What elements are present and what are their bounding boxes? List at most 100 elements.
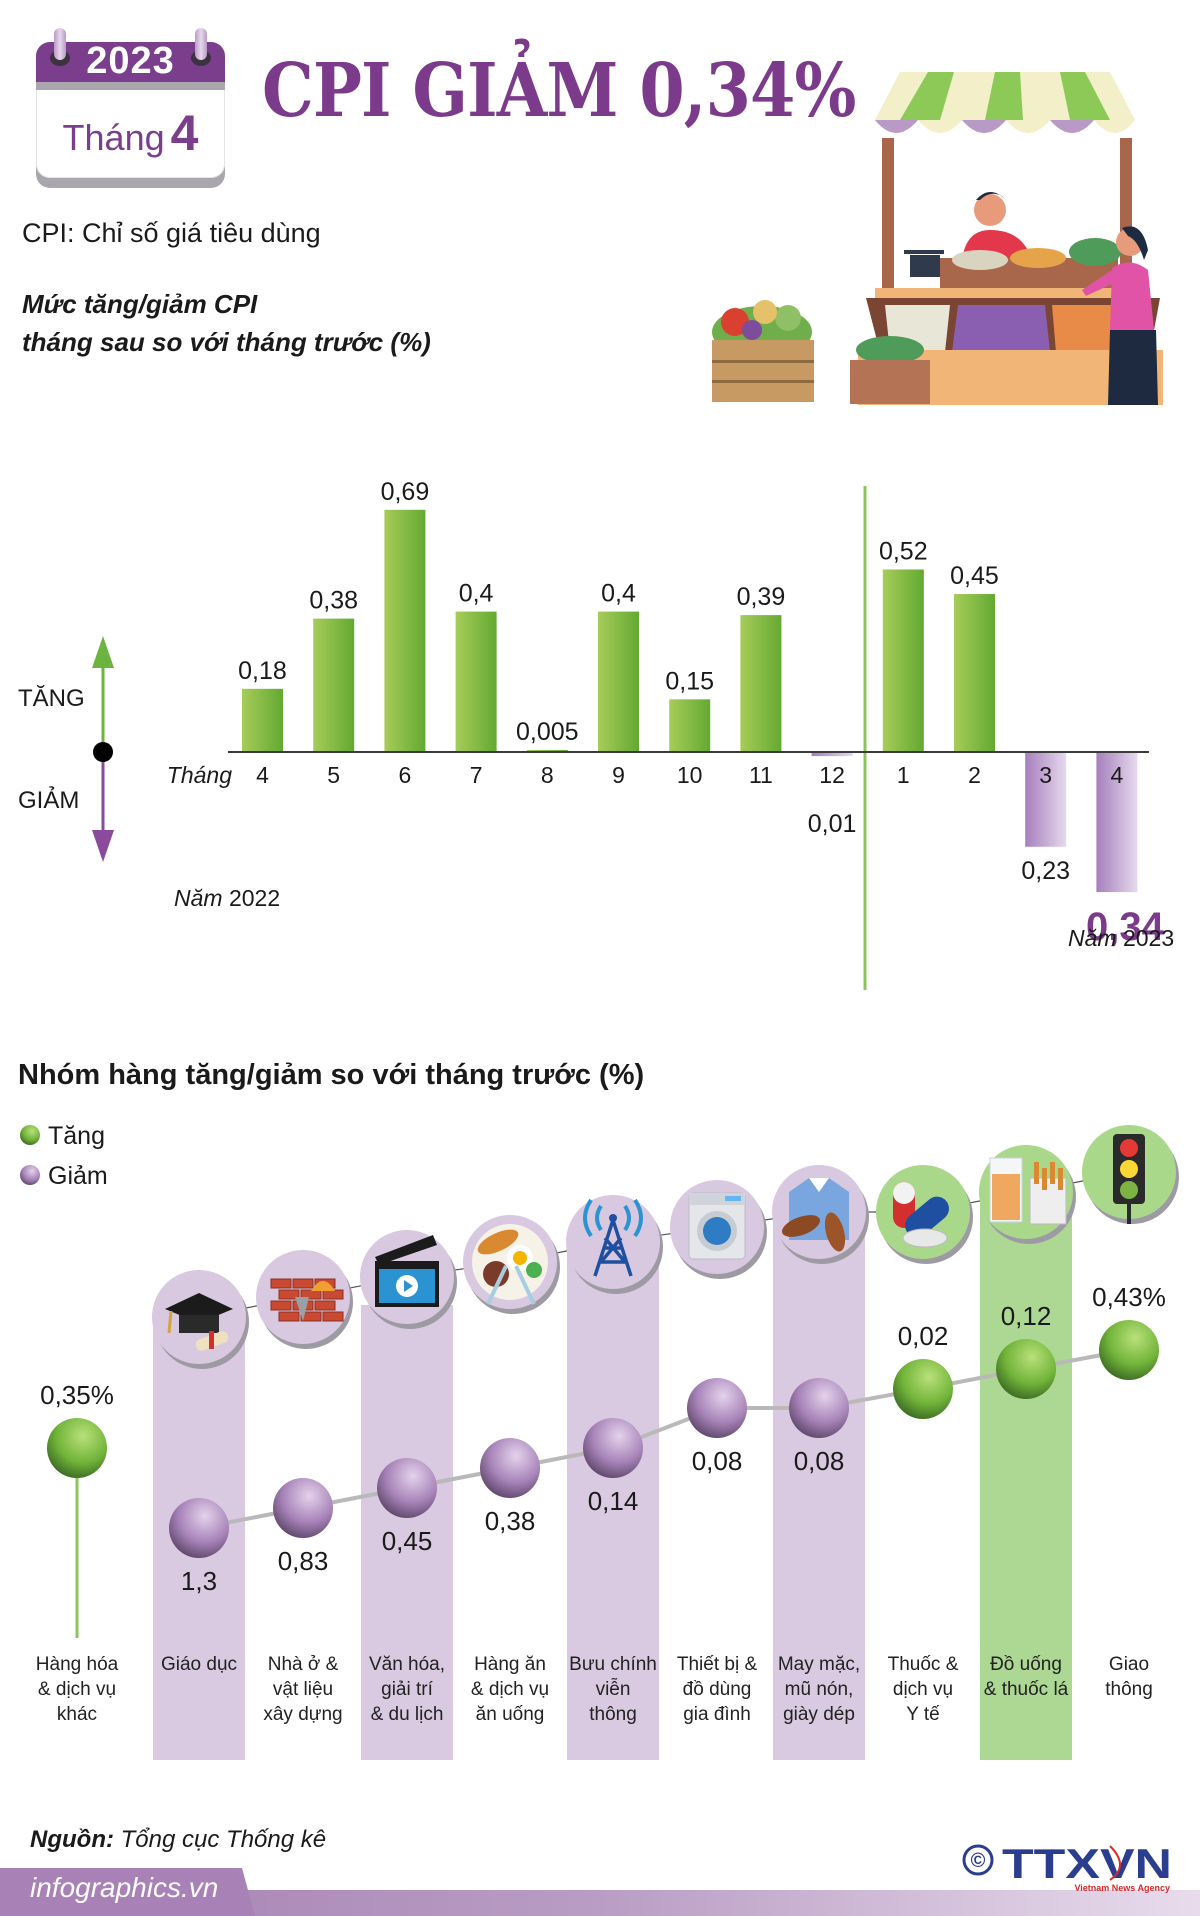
category-label: Hàng hóa & dịch vụ khác [36,1654,119,1725]
x-tick-label: 12 [819,762,845,788]
x-tick-label: 10 [677,762,703,788]
value-label: 0,14 [588,1486,639,1516]
up-arrow-icon [92,636,114,668]
logo-text: TTXVN [1002,1840,1172,1887]
copyright-symbol: © [971,1850,986,1872]
x-tick-label: 7 [470,762,483,788]
x-tick-label: 1 [897,762,910,788]
bar-value-label: 0,23 [1021,857,1070,885]
value-label: 0,12 [1001,1301,1052,1331]
highlight-value-label: 0,34 [1086,905,1165,949]
legend-increase-dot [20,1125,40,1145]
monthly-chart-title-line-1: Mức tăng/giảm CPI [22,289,258,319]
category-highlight-stripe [773,1220,865,1760]
monthly-chart-title: Mức tăng/giảm CPI tháng sau so với tháng… [22,285,431,361]
bar-month-4-2023 [1096,752,1138,893]
category-label: Đồ uống & thuốc lá [984,1654,1069,1700]
bar-value-label: 0,52 [879,537,928,565]
x-tick-label: 4 [256,762,269,788]
bar-value-label: 0,005 [516,718,579,746]
value-marker-increase [996,1339,1056,1399]
bar-value-label: 0,69 [381,478,430,506]
bar-month-7-2022 [455,611,497,752]
legend-increase-label: Tăng [48,1122,105,1150]
legend-increase-label: TĂNG [18,685,85,712]
value-label: 0,08 [692,1446,743,1476]
bar-month-2-2023 [954,594,995,752]
value-label: 1,3 [181,1566,217,1596]
category-label: Văn hóa, giải trí & du lịch [369,1654,445,1725]
shirt-shoes-icon [772,1165,869,1264]
bar-value-label: 0,45 [950,562,999,590]
calendar-ring-right-icon [195,28,207,60]
value-label: 0,35% [40,1380,114,1410]
year-label-2022: Năm 2022 [174,885,280,911]
x-tick-label: 3 [1039,762,1052,788]
bar-month-3-2023 [1025,752,1067,847]
calendar-month-number: 4 [170,105,199,161]
market-stall-illustration-icon [712,72,1163,405]
drink-cigarettes-icon [979,1145,1076,1244]
value-label: 0,08 [794,1446,845,1476]
value-marker-decrease [687,1378,747,1438]
value-marker-increase [1099,1320,1159,1380]
x-tick-label: 8 [541,762,554,788]
page-title: CPI GIẢM 0,34% [262,48,856,134]
bar-value-label: 0,15 [665,667,714,695]
x-tick-label: 5 [327,762,340,788]
value-marker-decrease [583,1418,643,1478]
calendar-ring-left-icon [54,28,66,60]
bar-month-11-2022 [740,615,782,752]
logo-subtext: Vietnam News Agency [1074,1883,1170,1893]
traffic-light-icon [1082,1125,1179,1224]
axis-origin-dot [93,742,113,762]
bar-month-1-2023 [882,569,924,752]
calendar-divider [36,82,225,90]
calendar-month: Tháng 4 [36,104,225,162]
calendar-month-label: Tháng [62,117,165,158]
antenna-tower-icon [566,1195,663,1294]
category-highlight-stripe [567,1250,659,1760]
category-label: Nhà ở & vật liệu xây dựng [263,1654,342,1725]
value-connector-line [198,1348,1130,1530]
calendar-body: 2023 Tháng 4 [36,42,225,178]
cpi-definition: CPI: Chỉ số giá tiêu dùng [22,218,321,248]
awning-icon [875,72,1135,133]
category-label: Hàng ăn & dịch vụ ăn uống [471,1654,549,1725]
x-tick-label: 6 [399,762,412,788]
value-marker-decrease [789,1378,849,1438]
commodity-group-chart: Nhóm hàng tăng/giảm so với tháng trước (… [18,1059,1179,1760]
meal-plate-icon [463,1215,560,1314]
calendar-year: 2023 [86,42,175,82]
washing-machine-icon [670,1180,767,1279]
x-tick-label: 11 [749,762,773,788]
value-label: 0,43% [1092,1282,1166,1312]
monthly-cpi-bar-chart: TĂNG GIẢM 4 0,18 5 0,38 6 0,69 7 0,4 8 0,005 9 0,4 10 0… [18,478,1174,990]
bar-value-label: 0,18 [238,657,287,685]
source-value: Tổng cục Thống kê [120,1826,327,1853]
value-marker-decrease [377,1458,437,1518]
value-label: 0,83 [278,1546,329,1576]
value-label: 0,38 [485,1506,536,1536]
bar-value-label: 0,4 [601,580,636,608]
graduation-cap-icon [152,1270,249,1369]
pills-icon [876,1165,973,1264]
site-link[interactable]: infographics.vn [30,1872,219,1903]
source-note: Nguồn: Tổng cục Thống kê [30,1826,326,1854]
x-tick-label: 4 [1111,762,1124,788]
down-arrow-icon [92,830,114,862]
category-label: May mặc, mũ nón, giày dép [778,1654,860,1725]
icon-connector-line [198,1171,1130,1318]
bar-month-9-2022 [598,611,639,752]
x-tick-label: 2 [968,762,981,788]
clapperboard-icon [360,1230,457,1329]
bar-value-label: 0,4 [459,580,494,608]
source-label: Nguồn: [30,1826,114,1853]
legend-decrease-dot [20,1165,40,1185]
vegetable-crate-icon [712,300,814,402]
x-axis-label: Tháng [167,762,232,788]
monthly-chart-title-line-2: tháng sau so với tháng trước (%) [22,327,431,357]
footer-site-tab [0,1868,255,1916]
category-label: Giáo dục [161,1654,237,1675]
bar-month-12-2022 [811,752,853,757]
